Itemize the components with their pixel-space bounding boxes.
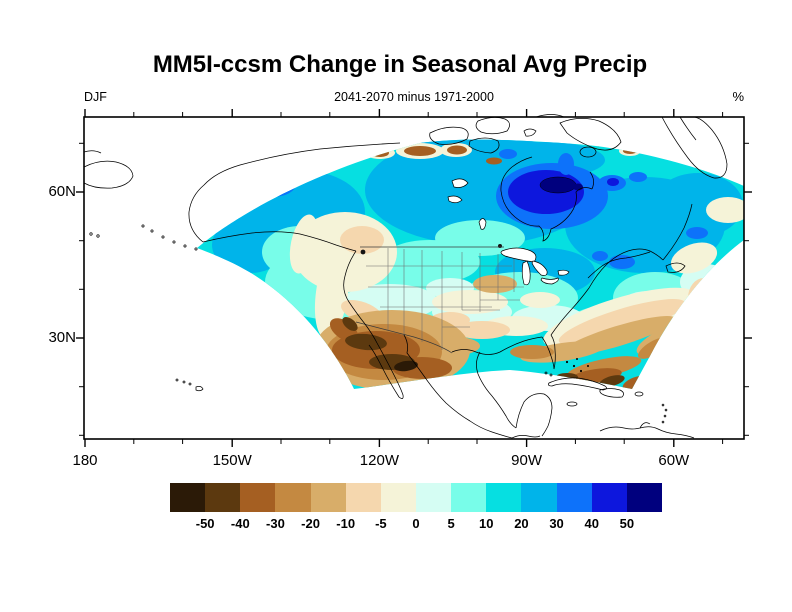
colorbar-tick-label: 5 (447, 516, 455, 531)
colorbar-tick-label: 50 (619, 516, 635, 531)
colorbar-box (240, 483, 276, 512)
colorbar-tick-label: 40 (584, 516, 599, 531)
colorbar-box (486, 483, 522, 512)
colorbar (170, 483, 662, 512)
coastlines (83, 114, 728, 439)
season-label: DJF (84, 90, 107, 104)
colorbar-tick-label: -30 (266, 516, 285, 531)
colorbar-tick-label: -5 (375, 516, 387, 531)
y-axis-tick-label: 30N (48, 329, 76, 346)
period-label: 2041-2070 minus 1971-2000 (334, 90, 494, 104)
axis-ticks (76, 109, 752, 447)
colorbar-tick-label: 20 (514, 516, 529, 531)
x-axis-tick-label: 120W (359, 452, 399, 469)
colorbar-box (591, 483, 627, 512)
colorbar-tick-label: 10 (479, 516, 494, 531)
plot-title: MM5I-ccsm Change in Seasonal Avg Precip (152, 51, 648, 78)
colorbar-box (345, 483, 381, 512)
colorbar-box (626, 483, 662, 512)
colorbar-box (205, 483, 241, 512)
colorbar-tick-label: -20 (301, 516, 320, 531)
max-drying-core (394, 360, 418, 372)
colorbar-box (451, 483, 487, 512)
country-borders (355, 246, 504, 354)
x-axis-tick-label: 150W (212, 452, 252, 469)
colorbar-tick-label: 0 (412, 516, 420, 531)
hudson-bay-wet-anomaly (496, 163, 608, 229)
colorbar-box (310, 483, 346, 512)
colorbar-box (556, 483, 592, 512)
y-axis-tick-label: 60N (48, 183, 76, 200)
colorbar-box (275, 483, 311, 512)
x-axis-tick-label: 180 (72, 452, 98, 469)
colorbar-box (521, 483, 557, 512)
colorbar-tick-label: -10 (336, 516, 356, 531)
colorbar-tick-label: -40 (230, 516, 250, 531)
model-domain-fill (197, 139, 744, 389)
units-label: % (732, 89, 744, 104)
x-axis-tick-label: 90W (511, 452, 543, 469)
colorbar-box (415, 483, 452, 512)
colorbar-tick-label: 30 (549, 516, 564, 531)
colorbar-box (380, 483, 416, 512)
plot-frame (83, 116, 745, 440)
colorbar-tick-label: -50 (195, 516, 215, 531)
state-borders (366, 248, 524, 350)
colorbar-box (170, 483, 206, 512)
x-axis-tick-label: 60W (658, 452, 690, 469)
